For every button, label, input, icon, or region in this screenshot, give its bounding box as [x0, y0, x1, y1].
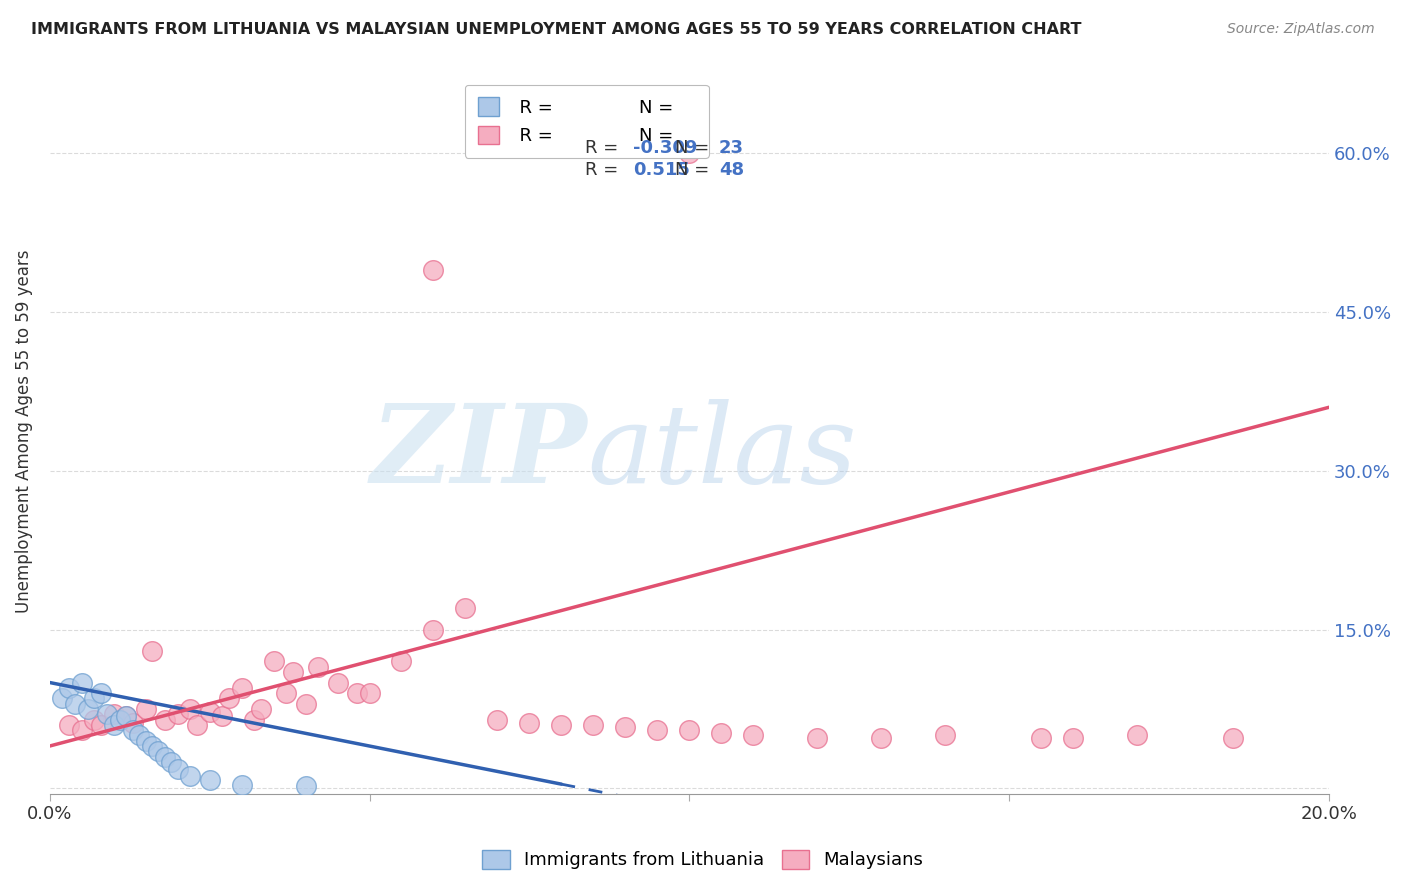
Text: Source: ZipAtlas.com: Source: ZipAtlas.com — [1227, 22, 1375, 37]
Point — [359, 686, 381, 700]
Point — [198, 772, 221, 787]
Text: R =: R = — [585, 139, 617, 158]
Point — [166, 707, 188, 722]
Point — [121, 723, 143, 738]
Point — [128, 728, 150, 742]
Point — [243, 713, 266, 727]
Point — [934, 728, 956, 742]
Point — [148, 744, 170, 758]
Point — [51, 691, 73, 706]
Point — [77, 702, 100, 716]
Point — [121, 715, 143, 730]
Point — [249, 702, 271, 716]
Text: 0.515: 0.515 — [633, 161, 690, 179]
Point — [422, 623, 444, 637]
Y-axis label: Unemployment Among Ages 55 to 59 years: Unemployment Among Ages 55 to 59 years — [15, 250, 32, 613]
Legend:   R =               N =    ,   R =               N =    : R = N = , R = N = — [465, 85, 709, 158]
Point — [108, 713, 131, 727]
Point — [307, 659, 329, 673]
Point — [276, 686, 298, 700]
Text: N =: N = — [675, 161, 709, 179]
Point — [115, 709, 138, 723]
Point — [422, 262, 444, 277]
Point — [160, 755, 183, 769]
Text: 48: 48 — [718, 161, 744, 179]
Point — [153, 749, 176, 764]
Point — [58, 681, 80, 695]
Point — [166, 762, 188, 776]
Point — [742, 728, 765, 742]
Point — [65, 697, 87, 711]
Point — [678, 723, 700, 738]
Point — [83, 691, 105, 706]
Point — [1126, 728, 1149, 742]
Point — [90, 718, 112, 732]
Point — [1222, 731, 1244, 745]
Point — [70, 723, 93, 738]
Point — [614, 720, 637, 734]
Point — [141, 739, 163, 753]
Text: -0.309: -0.309 — [633, 139, 697, 158]
Point — [281, 665, 304, 679]
Text: R =: R = — [585, 161, 617, 179]
Point — [647, 723, 669, 738]
Point — [103, 718, 125, 732]
Text: N =: N = — [675, 139, 709, 158]
Point — [218, 691, 240, 706]
Point — [582, 718, 605, 732]
Point — [806, 731, 828, 745]
Point — [70, 675, 93, 690]
Point — [96, 707, 118, 722]
Text: atlas: atlas — [586, 399, 856, 507]
Point — [198, 705, 221, 719]
Point — [179, 769, 201, 783]
Point — [115, 709, 138, 723]
Point — [103, 707, 125, 722]
Point — [326, 675, 349, 690]
Point — [153, 713, 176, 727]
Point — [486, 713, 509, 727]
Point — [1031, 731, 1053, 745]
Point — [135, 702, 157, 716]
Text: 23: 23 — [718, 139, 744, 158]
Point — [550, 718, 572, 732]
Legend: Immigrants from Lithuania, Malaysians: Immigrants from Lithuania, Malaysians — [474, 841, 932, 879]
Point — [294, 697, 316, 711]
Point — [346, 686, 368, 700]
Text: ZIP: ZIP — [370, 399, 586, 507]
Point — [1062, 731, 1084, 745]
Point — [58, 718, 80, 732]
Point — [870, 731, 893, 745]
Point — [454, 601, 477, 615]
Point — [231, 778, 253, 792]
Point — [186, 718, 208, 732]
Point — [141, 644, 163, 658]
Point — [519, 715, 541, 730]
Point — [710, 726, 733, 740]
Point — [83, 713, 105, 727]
Point — [90, 686, 112, 700]
Point — [211, 709, 233, 723]
Point — [135, 733, 157, 747]
Point — [391, 654, 413, 668]
Point — [678, 146, 700, 161]
Point — [294, 779, 316, 793]
Point — [231, 681, 253, 695]
Text: IMMIGRANTS FROM LITHUANIA VS MALAYSIAN UNEMPLOYMENT AMONG AGES 55 TO 59 YEARS CO: IMMIGRANTS FROM LITHUANIA VS MALAYSIAN U… — [31, 22, 1081, 37]
Point — [179, 702, 201, 716]
Point — [263, 654, 285, 668]
